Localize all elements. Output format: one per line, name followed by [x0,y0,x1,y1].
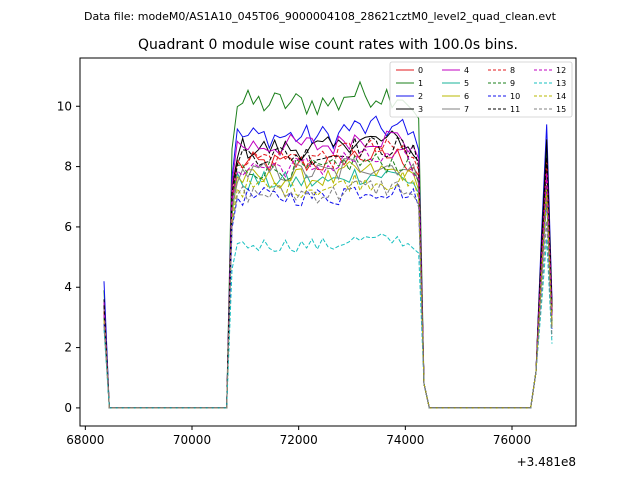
series-line-5 [103,168,553,409]
legend-label: 10 [510,92,520,101]
series-line-6 [103,160,553,409]
series-line-8 [103,138,553,409]
legend-label: 8 [510,66,515,75]
y-axis-ticks: 0 2 4 6 8 10 [57,99,80,415]
legend-label: 14 [556,92,566,101]
legend-box [389,61,573,118]
legend-label: 0 [418,66,423,75]
x-tick-label: 76000 [493,433,531,447]
legend-label: 6 [464,92,469,101]
series-line-7 [103,158,553,409]
series-line-3 [103,130,553,409]
legend-label: 12 [556,66,566,75]
series-line-13 [103,233,553,409]
x-tick-label: 74000 [386,433,424,447]
legend-label: 3 [418,105,423,114]
legend-label: 5 [464,79,469,88]
series-line-14 [103,170,553,409]
x-tick-label: 68000 [66,433,104,447]
y-tick-label: 0 [64,401,72,415]
y-tick-label: 6 [64,220,72,234]
series-line-15 [103,179,553,409]
legend-label: 11 [510,105,520,114]
series-line-11 [103,135,553,409]
axes-frame [79,57,577,427]
y-tick-label: 10 [57,99,72,113]
series-line-1 [103,80,553,409]
y-tick-label: 2 [64,341,72,355]
series-line-9 [103,152,553,409]
y-tick-label: 4 [64,280,72,294]
series-line-4 [103,130,553,409]
figure-suptitle: Data file: modeM0/AS1A10_045T06_90000041… [84,10,557,23]
x-tick-label: 70000 [173,433,211,447]
y-tick-label: 8 [64,160,72,174]
series-line-10 [103,182,553,409]
legend-label: 7 [464,105,469,114]
series-line-2 [103,115,553,409]
x-tick-label: 72000 [280,433,318,447]
plot-lines [103,80,553,409]
legend-label: 4 [464,66,469,75]
legend-label: 9 [510,79,515,88]
series-line-0 [103,145,553,409]
x-axis-offset-label: +3.481e8 [517,455,576,469]
legend-label: 13 [556,79,566,88]
legend-label: 1 [418,79,423,88]
chart-title: Quadrant 0 module wise count rates with … [138,37,518,53]
legend-label: 15 [556,105,566,114]
legend-label: 2 [418,92,423,101]
x-axis-ticks: 68000 70000 72000 74000 76000 [66,426,531,447]
